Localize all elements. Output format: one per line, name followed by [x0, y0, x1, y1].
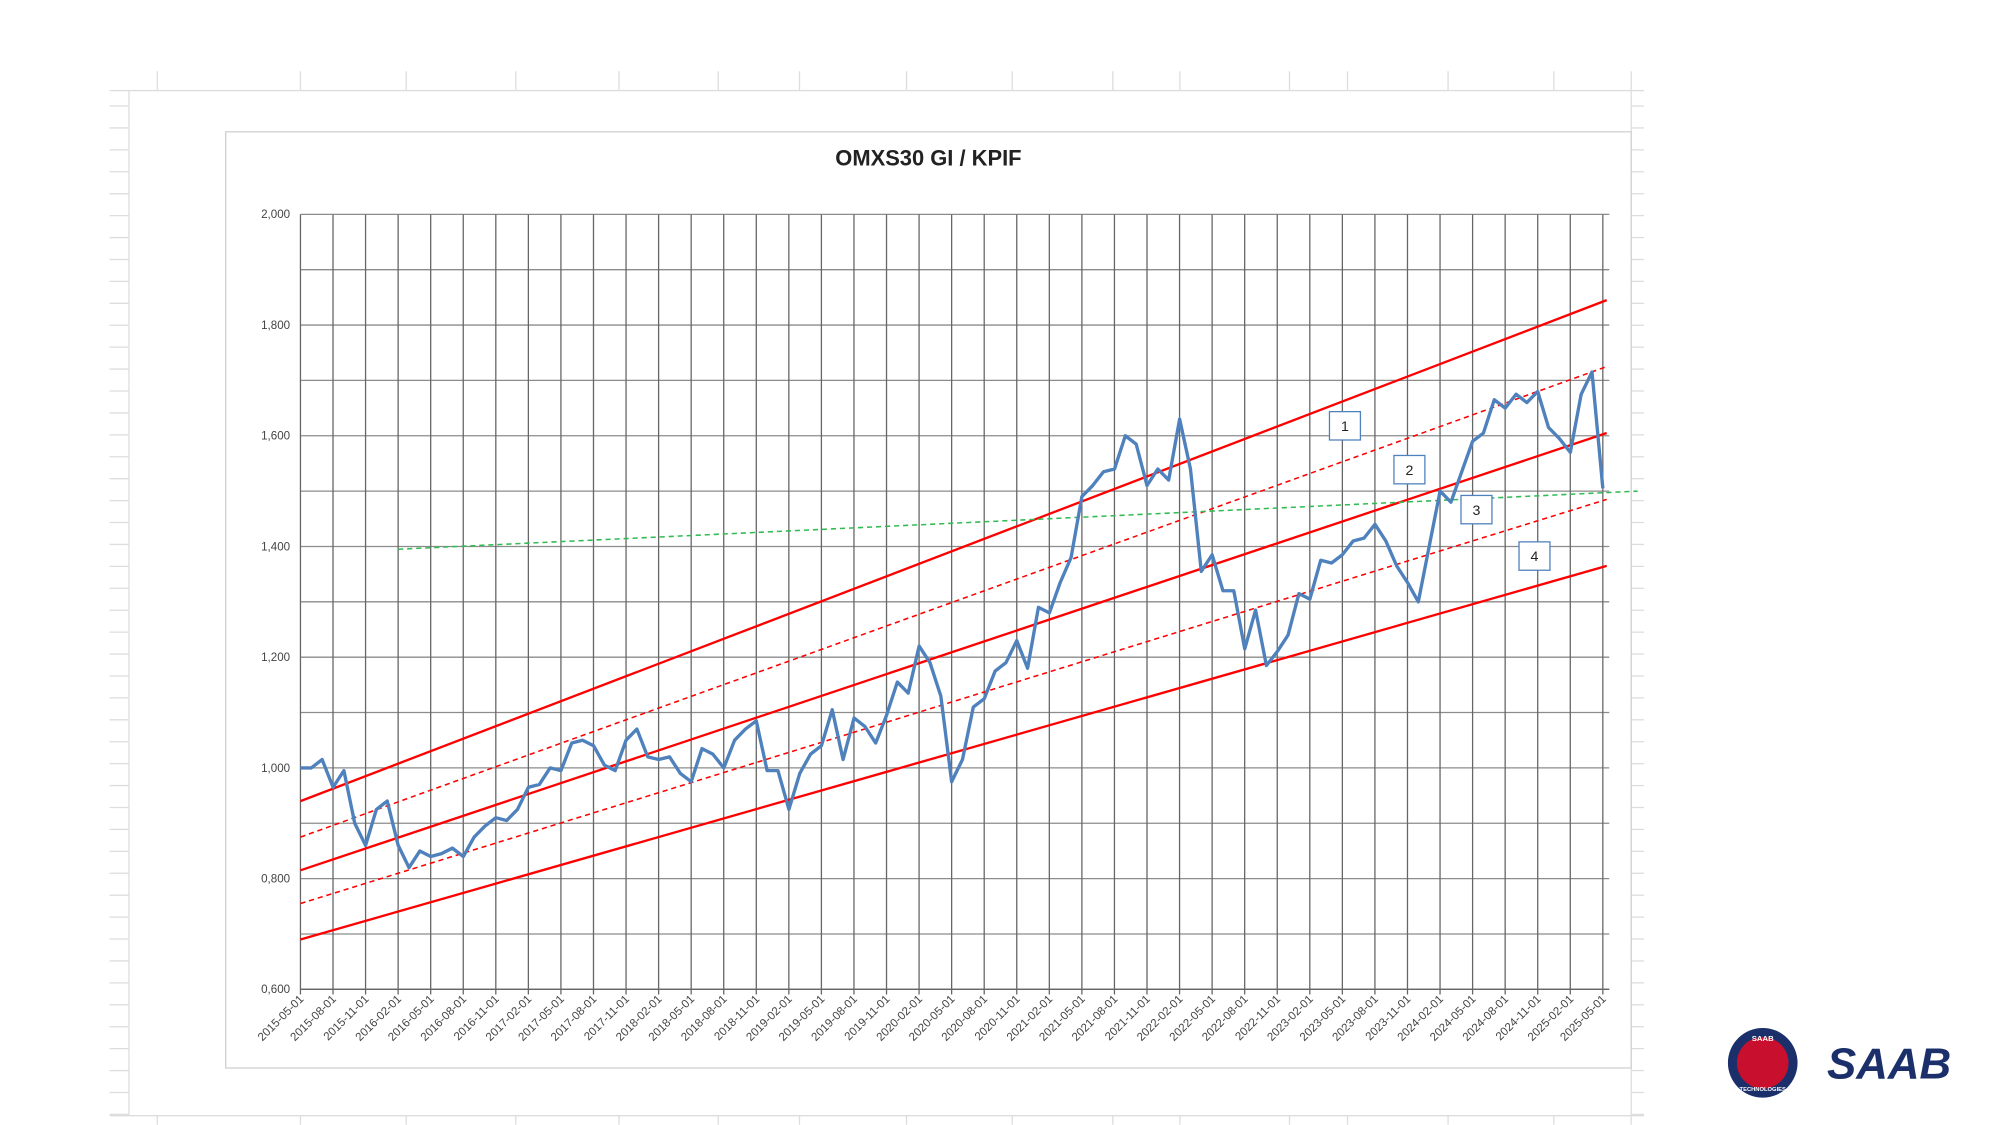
- logo-badge-inner: [1736, 1037, 1789, 1089]
- trend-line: [300, 564, 1608, 941]
- annotation-label: 4: [1531, 549, 1539, 565]
- y-tick-label: 0,800: [261, 872, 290, 885]
- logo: SAAB TECHNOLOGIES SAAB: [1727, 1028, 1951, 1098]
- annotation-box: [1393, 454, 1426, 485]
- trend-line: [300, 299, 1608, 803]
- trend-line: [300, 498, 1607, 905]
- y-tick-label: 1,200: [261, 651, 290, 664]
- y-tick-label: 1,000: [261, 762, 290, 775]
- y-tick-label: 1,400: [261, 540, 290, 553]
- chart-area: [225, 131, 1632, 1069]
- trend-line: [300, 365, 1607, 838]
- data-line: [300, 370, 1605, 870]
- y-tick-label: 1,800: [261, 319, 290, 332]
- chart-title: OMXS30 GI / KPIF: [835, 145, 1021, 170]
- logo-badge-bottom: TECHNOLOGIES: [1740, 1087, 1787, 1093]
- plot: 0,600 0,800 1,000 1,200 1,400 1,600 1,800 2,000…: [255, 208, 1638, 1044]
- logo-wordmark: SAAB: [1827, 1039, 1951, 1088]
- y-tick-label: 2,000: [261, 208, 290, 221]
- annotation-label: 3: [1473, 503, 1481, 519]
- logo-badge-top: SAAB: [1752, 1034, 1774, 1043]
- y-tick-label: 1,600: [261, 430, 290, 443]
- trend-line: [300, 431, 1608, 872]
- annotation-box: [1518, 541, 1551, 571]
- annotation-box: [1460, 494, 1493, 525]
- y-tick-label: 0,600: [261, 983, 290, 996]
- annotation-box: [1328, 410, 1362, 441]
- annotation-label: 2: [1405, 463, 1413, 479]
- trend-line: [398, 490, 1638, 551]
- annotation-label: 1: [1341, 419, 1349, 435]
